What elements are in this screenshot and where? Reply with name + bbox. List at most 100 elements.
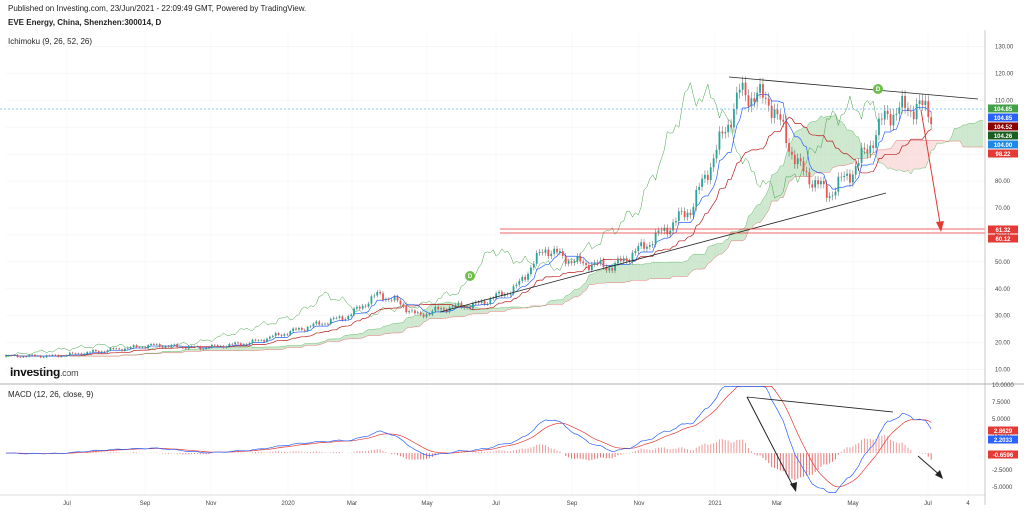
candle-body xyxy=(854,166,857,175)
candle xyxy=(457,300,460,308)
candle xyxy=(147,344,150,350)
cloud-segment xyxy=(707,245,711,264)
price-label: 98.22 xyxy=(988,149,1018,158)
candle-body xyxy=(715,149,718,159)
candle xyxy=(692,203,695,219)
candle-body xyxy=(689,212,692,216)
cloud-segment xyxy=(246,346,250,351)
cloud-segment xyxy=(501,307,505,312)
cloud-segment xyxy=(313,343,317,346)
candle xyxy=(756,86,759,108)
cloud-segment xyxy=(499,307,502,312)
candle-body xyxy=(709,167,712,180)
candle xyxy=(477,299,480,305)
candle-body xyxy=(425,314,428,317)
candle xyxy=(242,343,245,347)
cloud-segment xyxy=(496,308,500,312)
candle-body xyxy=(274,333,277,336)
candle-body xyxy=(657,230,660,233)
price-label-value: 104.85 xyxy=(994,116,1013,122)
candle xyxy=(654,229,657,248)
cloud-segment xyxy=(330,338,334,342)
candle xyxy=(5,354,7,357)
cloud-segment xyxy=(588,274,592,285)
price-label: 104.52 xyxy=(988,122,1018,131)
candle xyxy=(176,343,179,349)
cloud-segment xyxy=(409,317,413,328)
candle xyxy=(904,89,906,114)
cloud-segment xyxy=(412,315,415,328)
candle-body xyxy=(921,100,924,105)
cloud-segment xyxy=(623,264,627,283)
candle xyxy=(909,104,912,118)
candle xyxy=(593,259,596,268)
candle xyxy=(135,344,138,349)
candle-body xyxy=(808,172,811,185)
macd-label-value: 2.8629 xyxy=(994,429,1013,435)
candle xyxy=(205,347,208,350)
candle xyxy=(767,92,770,112)
candle-body xyxy=(399,300,402,305)
chart-title: EVE Energy, China, Shenzhen:300014, D xyxy=(8,18,162,27)
cloud-segment xyxy=(826,116,830,173)
cloud-segment xyxy=(835,113,839,167)
candle-body xyxy=(495,293,498,299)
candle xyxy=(306,325,309,333)
cloud-segment xyxy=(629,264,633,282)
macd-y-tick-label: -5.0000 xyxy=(992,485,1013,491)
candle xyxy=(846,169,848,181)
candle-body xyxy=(582,261,585,264)
candle xyxy=(863,142,866,155)
candle xyxy=(411,308,413,313)
x-tick-label: Nov xyxy=(634,501,645,507)
candle xyxy=(564,253,567,267)
candle-body xyxy=(121,349,123,351)
cloud-segment xyxy=(290,345,294,348)
candle-body xyxy=(501,291,503,296)
candle xyxy=(596,259,599,266)
candle xyxy=(344,317,347,322)
candle-body xyxy=(289,331,292,335)
candle xyxy=(34,353,36,358)
cloud-segment xyxy=(493,308,497,312)
candle xyxy=(854,161,857,180)
cloud-segment xyxy=(617,264,621,283)
candle xyxy=(573,258,576,266)
candle xyxy=(251,338,254,345)
candle-body xyxy=(257,340,260,341)
candle xyxy=(150,342,152,347)
candle-body xyxy=(440,308,442,310)
candle-body xyxy=(213,344,216,346)
cloud-segment xyxy=(754,204,758,225)
candle xyxy=(898,101,901,120)
candle-body xyxy=(187,346,190,349)
candle-body xyxy=(170,344,173,347)
cloud-segment xyxy=(504,307,508,312)
price-label-bg xyxy=(988,122,1018,131)
candle xyxy=(350,313,353,318)
cloud-segment xyxy=(644,263,647,281)
candle xyxy=(248,341,251,346)
cloud-segment xyxy=(484,308,488,314)
candle-body xyxy=(686,212,689,218)
candle-body xyxy=(851,174,854,183)
candle-body xyxy=(489,298,492,304)
cloud-segment xyxy=(910,140,914,174)
candle xyxy=(396,294,399,303)
candle xyxy=(480,298,483,305)
cloud-segment xyxy=(426,305,430,321)
candle-body xyxy=(660,230,663,232)
candle xyxy=(869,140,872,159)
candle-body xyxy=(155,344,158,345)
cloud-segment xyxy=(487,308,491,314)
x-tick-label: Mar xyxy=(772,501,782,507)
cloud-segment xyxy=(878,149,882,164)
candle xyxy=(680,207,683,216)
candle-body xyxy=(698,186,701,190)
x-tick-label: Jul xyxy=(63,501,71,507)
candle xyxy=(646,243,648,252)
macd-arrowhead-1 xyxy=(790,482,797,492)
x-tick-label: May xyxy=(421,501,432,507)
cloud-segment xyxy=(391,323,395,333)
